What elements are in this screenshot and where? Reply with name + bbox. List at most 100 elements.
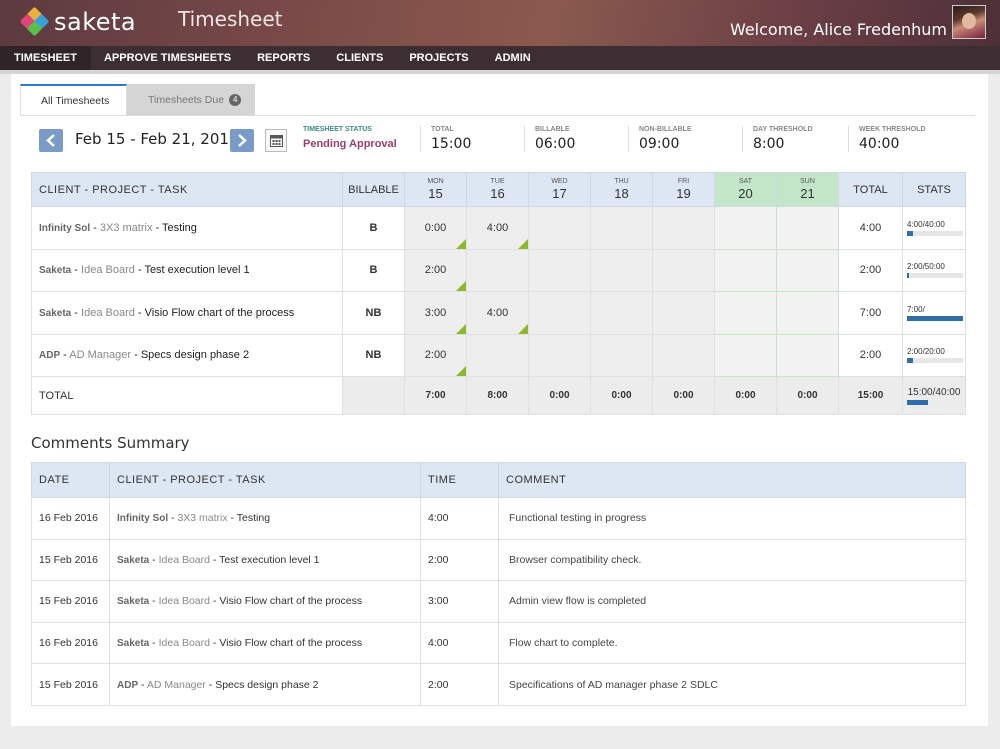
hours-cell-mon[interactable]: 2:00 <box>404 248 467 292</box>
comment-time: 3:00 <box>420 580 499 623</box>
hours-cell-sun[interactable] <box>776 333 839 377</box>
nav-divider <box>0 70 1000 74</box>
stats-bar <box>907 230 963 236</box>
col-day-sat[interactable]: SAT 20 <box>714 172 777 207</box>
day-total-sat: 0:00 <box>714 376 777 415</box>
due-count-badge: 4 <box>228 94 242 107</box>
hours-cell-thu[interactable] <box>590 206 653 250</box>
hours-cell-thu[interactable] <box>590 333 653 377</box>
tab-divider <box>20 115 975 116</box>
hours-cell-thu[interactable] <box>590 248 653 292</box>
task-cell[interactable]: ADP - AD Manager - Specs design phase 2 <box>31 333 343 377</box>
tab-all-timesheets[interactable]: All Timesheets <box>20 84 127 116</box>
nav-projects[interactable]: PROJECTS <box>409 52 469 64</box>
hours-cell-fri[interactable] <box>652 333 715 377</box>
content-panel: All Timesheets Timesheets Due 4 Feb 15 -… <box>11 74 988 726</box>
col-day-wed[interactable]: WED 17 <box>528 172 591 207</box>
stat-divider <box>742 126 743 152</box>
comment-time: 2:00 <box>420 663 499 706</box>
nonbillable-stat: NON-BILLABLE 09:00 <box>639 126 692 152</box>
day-num: 21 <box>800 186 815 201</box>
hours-cell-tue[interactable] <box>466 248 529 292</box>
comment-task: ADP - AD Manager - Specs design phase 2 <box>109 663 421 706</box>
col-task-header: CLIENT - PROJECT - TASK <box>109 462 421 498</box>
table-row: Infinity Sol - 3X3 matrix - Testing B 0:… <box>31 206 966 250</box>
hours-cell-sat[interactable] <box>714 333 777 377</box>
comment-text: Functional testing in progress <box>498 497 966 540</box>
col-day-thu[interactable]: THU 18 <box>590 172 653 207</box>
row-total: 7:00 <box>838 291 903 335</box>
hours-cell-sat[interactable] <box>714 291 777 335</box>
stats-bar <box>907 315 963 321</box>
hours-cell-sun[interactable] <box>776 206 839 250</box>
stats-text: 7:00/ <box>907 304 925 314</box>
stats-text: 2:00/20:00 <box>907 347 945 357</box>
project-name: AD Manager <box>146 678 206 691</box>
hours-cell-fri[interactable] <box>652 248 715 292</box>
day-threshold-stat: DAY THRESHOLD 8:00 <box>753 126 813 152</box>
comment-indicator-icon <box>456 238 466 249</box>
hours-cell-tue[interactable]: 4:00 <box>466 291 529 335</box>
nonbillable-label: NON-BILLABLE <box>639 126 692 133</box>
saketa-logo-icon[interactable] <box>19 6 50 37</box>
client-name: ADP <box>117 679 139 691</box>
hours-cell-wed[interactable] <box>528 291 591 335</box>
nav-approve-timesheets[interactable]: APPROVE TIMESHEETS <box>103 52 232 64</box>
hours-cell-tue[interactable]: 4:00 <box>466 206 529 250</box>
calendar-button[interactable] <box>265 129 287 152</box>
day-dow: TUE <box>490 178 505 185</box>
comment-time: 2:00 <box>420 538 499 582</box>
nav-admin[interactable]: ADMIN <box>494 52 531 64</box>
avatar[interactable] <box>952 5 986 39</box>
next-week-button[interactable] <box>230 129 254 152</box>
col-day-tue[interactable]: TUE 16 <box>466 172 529 207</box>
main-nav: TIMESHEET APPROVE TIMESHEETS REPORTS CLI… <box>0 46 1000 70</box>
day-dow: SUN <box>800 178 815 185</box>
day-threshold-value: 8:00 <box>753 136 785 152</box>
comment-date: 15 Feb 2016 <box>31 663 110 706</box>
week-threshold-stat: WEEK THRESHOLD 40:00 <box>859 126 926 152</box>
hours-cell-mon[interactable]: 0:00 <box>404 206 467 250</box>
hours-cell-wed[interactable] <box>528 206 591 250</box>
prev-week-button[interactable] <box>39 129 63 152</box>
task-cell[interactable]: Infinity Sol - 3X3 matrix - Testing <box>31 206 343 250</box>
nav-reports[interactable]: REPORTS <box>257 52 311 64</box>
hours-cell-wed[interactable] <box>528 333 591 377</box>
hours-cell-tue[interactable] <box>466 333 529 377</box>
task-cell[interactable]: Saketa - Idea Board - Test execution lev… <box>31 248 343 292</box>
table-row: 15 Feb 2016 ADP - AD Manager - Specs des… <box>31 663 966 706</box>
client-name: Saketa <box>117 554 150 566</box>
nav-clients[interactable]: CLIENTS <box>336 52 384 64</box>
timesheet-table: CLIENT - PROJECT - TASK BILLABLE MON 15 T… <box>31 172 966 415</box>
day-total-wed: 0:00 <box>528 376 591 415</box>
hours-cell-fri[interactable] <box>652 206 715 250</box>
col-day-fri[interactable]: FRI 19 <box>652 172 715 207</box>
task-cell[interactable]: Saketa - Idea Board - Visio Flow chart o… <box>31 291 343 335</box>
day-dow: MON <box>427 178 444 185</box>
hours-cell-fri[interactable] <box>652 291 715 335</box>
brand-name[interactable]: saketa <box>54 8 137 36</box>
hours-cell-sat[interactable] <box>714 206 777 250</box>
hours-cell-wed[interactable] <box>528 248 591 292</box>
comment-indicator-icon <box>456 323 466 334</box>
hours-cell-mon[interactable]: 2:00 <box>404 333 467 377</box>
comment-date: 15 Feb 2016 <box>31 538 110 582</box>
tab-timesheets-due[interactable]: Timesheets Due 4 <box>127 84 255 116</box>
stat-divider <box>524 126 525 152</box>
comments-summary-title: Comments Summary <box>31 434 190 452</box>
col-day-mon[interactable]: MON 15 <box>404 172 467 207</box>
table-row: 15 Feb 2016 Saketa - Idea Board - Test e… <box>31 538 966 582</box>
hours-cell-sat[interactable] <box>714 248 777 292</box>
project-name: Idea Board <box>81 264 135 277</box>
tab-all-label: All Timesheets <box>41 95 110 107</box>
row-total: 2:00 <box>838 248 903 292</box>
nav-timesheet[interactable]: TIMESHEET <box>0 46 91 70</box>
hours-cell-thu[interactable] <box>590 291 653 335</box>
hours-cell-sun[interactable] <box>776 248 839 292</box>
hours-cell-sun[interactable] <box>776 291 839 335</box>
col-stats-header: STATS <box>902 172 966 207</box>
comment-text: Flow chart to complete. <box>498 621 966 665</box>
hours-cell-mon[interactable]: 3:00 <box>404 291 467 335</box>
col-task-header: CLIENT - PROJECT - TASK <box>31 172 343 207</box>
col-day-sun[interactable]: SUN 21 <box>776 172 839 207</box>
